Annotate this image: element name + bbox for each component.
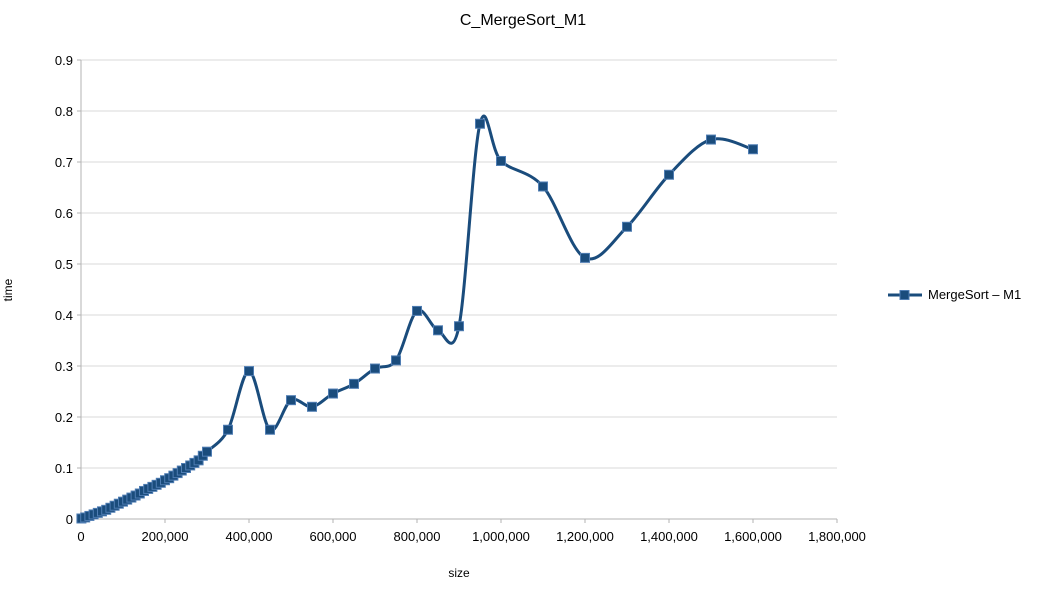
data-point-marker: [580, 252, 590, 263]
x-tick-label: 0: [77, 529, 84, 544]
y-axis-title: time: [1, 278, 15, 302]
data-point-marker: [748, 144, 758, 155]
data-point-marker: [391, 355, 401, 366]
data-point-marker: [496, 155, 506, 166]
data-series-mergesort-m1: [76, 114, 758, 524]
y-tick-label: 0.2: [55, 410, 73, 425]
y-tick-label: 0.8: [55, 104, 73, 119]
x-tick-label: 1,400,000: [640, 529, 698, 544]
x-tick-label: 800,000: [394, 529, 441, 544]
x-tick-label: 400,000: [226, 529, 273, 544]
x-tick-label: 1,800,000: [808, 529, 866, 544]
y-tick-label: 0.9: [55, 53, 73, 68]
data-point-marker: [370, 363, 380, 374]
x-tick-label: 1,200,000: [556, 529, 614, 544]
series-line: [80, 114, 754, 520]
chart-title: C_MergeSort_M1: [459, 12, 587, 29]
x-tick-label: 1,600,000: [724, 529, 782, 544]
data-point-marker: [706, 134, 716, 145]
data-point-marker: [433, 325, 443, 336]
legend: MergeSort – M1: [888, 287, 1021, 302]
y-tick-label: 0.3: [55, 359, 73, 374]
legend-line-marker-icon: [888, 289, 922, 300]
x-tick-label: 200,000: [142, 529, 189, 544]
data-point-marker: [244, 366, 254, 377]
legend-series-label: MergeSort – M1: [928, 287, 1022, 302]
data-point-marker: [202, 446, 212, 457]
data-point-marker: [223, 424, 233, 435]
x-tick-label: 1,000,000: [472, 529, 530, 544]
data-point-marker: [307, 401, 317, 412]
data-point-marker: [412, 305, 422, 316]
x-axis-title: size: [448, 566, 470, 580]
x-tick-label: 600,000: [310, 529, 357, 544]
y-tick-label: 0: [66, 512, 73, 527]
data-point-marker: [286, 395, 296, 406]
data-point-marker: [349, 378, 359, 389]
data-point-marker: [622, 221, 632, 232]
tick-labels: 0 0.1 0.2 0.3 0.4 0.5 0.6 0.7 0.8 0.9 0 200,000 400,…: [55, 53, 866, 544]
y-tick-label: 0.7: [55, 155, 73, 170]
y-tick-label: 0.4: [55, 308, 73, 323]
y-tick-label: 0.6: [55, 206, 73, 221]
data-point-marker: [538, 181, 548, 192]
gridlines: [81, 59, 837, 469]
data-point-marker: [454, 321, 464, 332]
data-point-marker: [265, 424, 275, 435]
data-point-marker: [664, 169, 674, 180]
axes: [77, 59, 838, 523]
data-point-marker: [475, 118, 485, 129]
y-tick-label: 0.5: [55, 257, 73, 272]
data-point-marker: [328, 388, 338, 399]
y-tick-label: 0.1: [55, 461, 73, 476]
